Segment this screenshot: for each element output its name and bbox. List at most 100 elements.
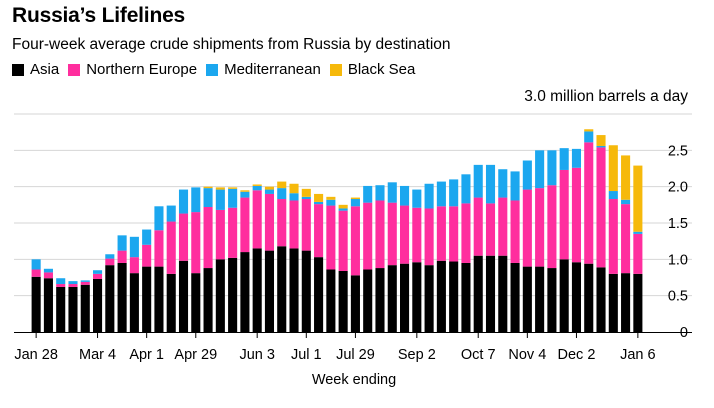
bar-mediterranean bbox=[424, 183, 434, 209]
bar-black-sea bbox=[608, 145, 618, 192]
bar-mediterranean bbox=[129, 236, 139, 258]
bar-northern-europe bbox=[461, 203, 471, 263]
bar-northern-europe bbox=[621, 204, 631, 274]
y-tick-label: 2.5 bbox=[668, 143, 688, 159]
bar-black-sea bbox=[326, 196, 336, 200]
bar-northern-europe bbox=[68, 284, 78, 287]
legend-label-northern-europe: Northern Europe bbox=[86, 61, 198, 78]
bar-northern-europe bbox=[56, 284, 66, 287]
chart-title: Russia’s Lifelines bbox=[12, 4, 186, 27]
bar-mediterranean bbox=[522, 160, 532, 190]
bar-northern-europe bbox=[338, 210, 348, 271]
x-tick-label: Apr 29 bbox=[174, 347, 217, 363]
bar-northern-europe bbox=[264, 193, 275, 251]
bar-northern-europe bbox=[228, 207, 238, 258]
bar-mediterranean bbox=[252, 185, 262, 191]
bar-asia bbox=[277, 246, 287, 332]
bar-asia bbox=[80, 284, 90, 332]
legend-label-asia: Asia bbox=[30, 61, 60, 78]
bar-northern-europe bbox=[608, 199, 618, 274]
bar-northern-europe bbox=[559, 169, 569, 260]
legend-item-mediterranean: Mediterranean bbox=[206, 61, 321, 78]
bar-mediterranean bbox=[449, 179, 459, 207]
bar-asia bbox=[485, 255, 496, 332]
bar-northern-europe bbox=[400, 205, 410, 264]
bar-asia bbox=[215, 259, 225, 332]
legend-item-asia: Asia bbox=[12, 61, 59, 78]
bar-northern-europe bbox=[535, 188, 545, 267]
x-tick-label: Dec 2 bbox=[558, 347, 596, 363]
bar-asia bbox=[240, 252, 250, 332]
bar-mediterranean bbox=[400, 185, 410, 206]
bar-northern-europe bbox=[498, 197, 508, 256]
bar-mediterranean bbox=[166, 205, 176, 222]
x-tick-label: Mar 4 bbox=[79, 347, 116, 363]
x-tick-label: Oct 7 bbox=[461, 347, 496, 363]
legend-item-northern-europe: Northern Europe bbox=[68, 61, 197, 78]
bar-mediterranean bbox=[31, 259, 41, 270]
bar-mediterranean bbox=[387, 182, 397, 203]
bar-black-sea bbox=[228, 187, 238, 189]
legend-swatch-mediterranean bbox=[206, 63, 219, 76]
bar-asia bbox=[584, 263, 594, 332]
legend-item-black-sea: Black Sea bbox=[329, 61, 416, 78]
bar-black-sea bbox=[240, 190, 250, 192]
bar-black-sea bbox=[314, 193, 324, 202]
bar-black-sea bbox=[215, 187, 225, 190]
bar-asia bbox=[56, 286, 66, 332]
bar-northern-europe bbox=[117, 250, 127, 263]
legend: Asia Northern Europe Mediterranean Black… bbox=[12, 61, 424, 78]
y-axis-ticks: 00.51.01.52.02.5 bbox=[668, 143, 688, 341]
y-tick-label: 1.0 bbox=[668, 252, 688, 268]
chart-subtitle: Four-week average crude shipments from R… bbox=[12, 36, 451, 53]
bar-mediterranean bbox=[596, 145, 606, 148]
bar-asia bbox=[596, 267, 606, 332]
bar-northern-europe bbox=[412, 207, 422, 263]
bar-northern-europe bbox=[473, 197, 483, 256]
bar-mediterranean bbox=[56, 278, 66, 285]
bar-asia bbox=[326, 269, 336, 332]
x-tick-label: Jan 28 bbox=[14, 347, 58, 363]
bar-black-sea bbox=[264, 186, 275, 190]
bar-northern-europe bbox=[522, 189, 532, 267]
bar-asia bbox=[510, 262, 520, 332]
bar-mediterranean bbox=[535, 150, 545, 189]
bar-asia bbox=[154, 266, 164, 332]
x-tick-label: Jul 29 bbox=[336, 347, 375, 363]
bar-asia bbox=[314, 257, 324, 332]
bar-asia bbox=[633, 273, 643, 332]
bar-asia bbox=[129, 273, 139, 332]
bar-black-sea bbox=[596, 135, 606, 146]
bar-black-sea bbox=[350, 197, 360, 200]
bar-northern-europe bbox=[203, 207, 213, 269]
bar-mediterranean bbox=[203, 188, 213, 208]
bar-asia bbox=[105, 265, 115, 332]
x-tick-label: Nov 4 bbox=[508, 347, 546, 363]
bar-mediterranean bbox=[277, 188, 287, 200]
bar-mediterranean bbox=[473, 164, 483, 198]
bar-mediterranean bbox=[191, 187, 201, 213]
bar-mediterranean bbox=[350, 199, 360, 207]
bar-mediterranean bbox=[621, 199, 631, 205]
legend-label-black-sea: Black Sea bbox=[347, 61, 416, 78]
bar-mediterranean bbox=[326, 199, 336, 206]
bar-asia bbox=[375, 268, 385, 332]
bar-mediterranean bbox=[228, 188, 238, 208]
bar-northern-europe bbox=[191, 212, 201, 274]
bar-asia bbox=[621, 273, 631, 332]
bar-mediterranean bbox=[547, 150, 557, 186]
bar-mediterranean bbox=[412, 189, 422, 208]
legend-swatch-asia bbox=[12, 63, 24, 76]
bar-mediterranean bbox=[93, 270, 103, 274]
bar-northern-europe bbox=[363, 202, 373, 270]
bar-mediterranean bbox=[314, 201, 324, 205]
bar-asia bbox=[142, 266, 152, 332]
bar-asia bbox=[522, 266, 532, 332]
bar-northern-europe bbox=[43, 272, 53, 279]
bar-northern-europe bbox=[387, 202, 397, 266]
bar-mediterranean bbox=[436, 181, 446, 207]
bar-asia bbox=[547, 268, 557, 332]
bar-black-sea bbox=[621, 155, 631, 200]
bar-asia bbox=[559, 259, 569, 332]
bar-mediterranean bbox=[608, 191, 618, 200]
